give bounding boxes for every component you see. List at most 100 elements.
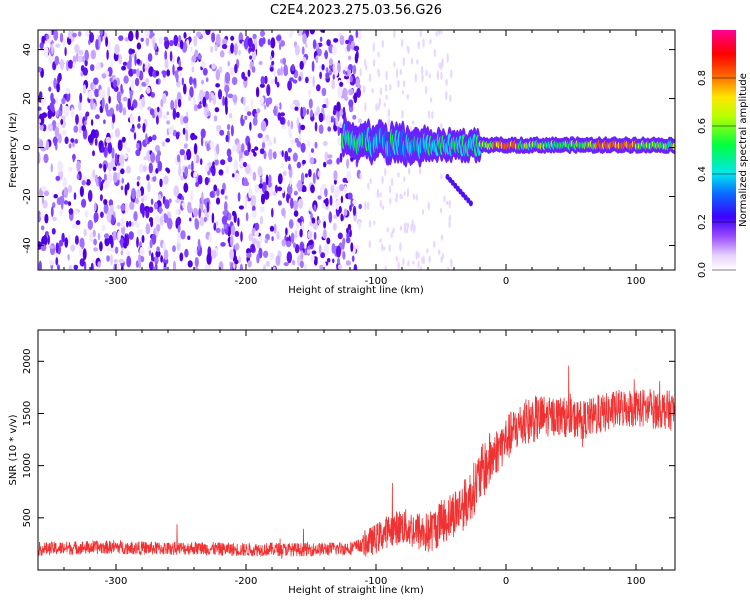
- x-tick-label: -100: [365, 276, 388, 287]
- noise-speckle: [120, 185, 124, 191]
- noise-speckle: [349, 75, 353, 83]
- noise-speckle: [443, 195, 446, 202]
- noise-speckle: [211, 212, 215, 224]
- noise-speckle: [79, 112, 84, 121]
- noise-speckle: [146, 174, 150, 181]
- noise-speckle: [149, 108, 155, 116]
- noise-speckle: [124, 202, 129, 215]
- noise-speckle: [301, 46, 305, 55]
- noise-speckle: [180, 205, 183, 210]
- noise-speckle: [243, 181, 250, 186]
- noise-speckle: [292, 200, 299, 211]
- noise-speckle: [229, 112, 233, 119]
- noise-speckle: [137, 123, 141, 129]
- noise-speckle: [419, 30, 422, 38]
- noise-speckle: [201, 79, 204, 85]
- x-tick-label: -100: [365, 576, 388, 587]
- noise-speckle: [248, 233, 253, 242]
- noise-speckle: [333, 38, 339, 43]
- noise-speckle: [291, 63, 295, 72]
- noise-speckle: [136, 142, 140, 150]
- noise-speckle: [38, 106, 42, 111]
- noise-speckle: [117, 139, 123, 152]
- noise-speckle: [168, 126, 174, 135]
- noise-speckle: [121, 65, 127, 71]
- noise-speckle: [406, 187, 410, 198]
- noise-speckle: [197, 238, 201, 251]
- noise-speckle: [238, 205, 244, 210]
- noise-speckle: [277, 68, 282, 76]
- noise-speckle: [326, 39, 331, 47]
- y-tick-label: -20: [22, 188, 33, 204]
- noise-speckle: [397, 261, 400, 270]
- noise-speckle: [321, 87, 327, 97]
- noise-speckle: [311, 60, 315, 72]
- noise-speckle: [47, 109, 53, 120]
- noise-speckle: [331, 44, 337, 56]
- noise-speckle: [267, 139, 273, 147]
- noise-speckle: [332, 63, 336, 75]
- noise-speckle: [73, 192, 77, 200]
- noise-speckle: [70, 138, 75, 143]
- noise-speckle: [249, 151, 254, 160]
- spectrogram-xlabel: Height of straight line (km): [288, 285, 424, 296]
- noise-speckle: [148, 162, 153, 174]
- noise-speckle: [76, 173, 80, 180]
- noise-speckle: [154, 255, 159, 265]
- noise-speckle: [163, 266, 167, 270]
- noise-speckle: [40, 212, 43, 219]
- noise-speckle: [317, 219, 321, 224]
- noise-speckle: [419, 266, 423, 270]
- noise-speckle: [282, 170, 287, 176]
- noise-speckle: [280, 65, 283, 76]
- noise-speckle: [111, 247, 115, 253]
- noise-speckle: [446, 200, 449, 205]
- noise-speckle: [103, 203, 109, 214]
- noise-speckle: [60, 118, 64, 125]
- noise-speckle: [121, 266, 124, 270]
- noise-speckle: [81, 124, 86, 132]
- noise-speckle: [147, 181, 151, 193]
- noise-speckle: [56, 82, 60, 93]
- noise-speckle: [271, 207, 274, 218]
- noise-speckle: [399, 242, 402, 252]
- noise-speckle: [354, 52, 359, 64]
- noise-speckle: [94, 88, 100, 98]
- noise-speckle: [55, 96, 59, 106]
- noise-speckle: [132, 99, 138, 109]
- noise-speckle: [355, 78, 360, 87]
- noise-speckle: [343, 208, 348, 217]
- noise-speckle: [59, 58, 65, 71]
- noise-speckle: [157, 160, 163, 172]
- noise-speckle: [59, 32, 64, 43]
- noise-speckle: [215, 69, 220, 81]
- noise-speckle: [193, 152, 197, 163]
- noise-speckle: [418, 167, 422, 175]
- noise-speckle: [402, 257, 405, 266]
- noise-speckle: [407, 260, 410, 267]
- noise-speckle: [316, 105, 320, 116]
- noise-speckle: [156, 224, 161, 232]
- noise-speckle: [122, 107, 127, 116]
- noise-speckle: [296, 140, 302, 148]
- noise-speckle: [72, 61, 76, 69]
- noise-speckle: [412, 260, 415, 265]
- noise-speckle: [41, 112, 48, 118]
- noise-speckle: [39, 124, 44, 131]
- noise-speckle: [385, 70, 388, 81]
- noise-speckle: [222, 38, 228, 45]
- noise-speckle: [114, 43, 120, 55]
- noise-speckle: [406, 45, 409, 50]
- noise-speckle: [98, 163, 103, 169]
- noise-speckle: [258, 37, 264, 48]
- noise-speckle: [340, 213, 344, 222]
- noise-speckle: [303, 186, 307, 192]
- noise-speckle: [175, 198, 181, 204]
- noise-speckle: [57, 74, 61, 85]
- noise-speckle: [177, 66, 183, 71]
- noise-speckle: [213, 115, 218, 122]
- noise-speckle: [43, 234, 48, 247]
- noise-speckle: [259, 148, 265, 155]
- noise-speckle: [289, 77, 294, 82]
